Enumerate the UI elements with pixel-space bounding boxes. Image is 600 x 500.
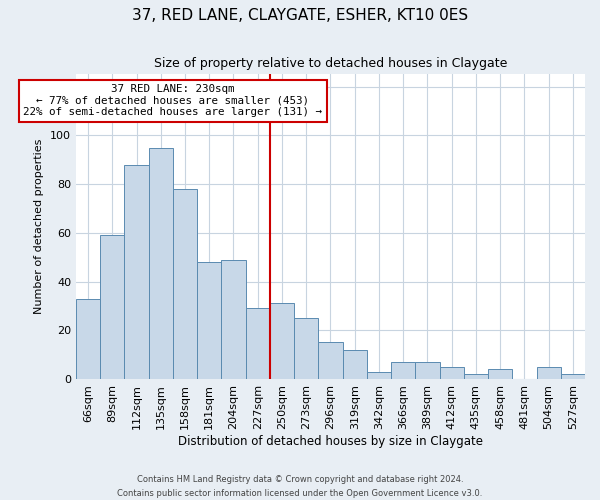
Bar	[391, 362, 415, 379]
Bar	[440, 367, 464, 379]
Bar	[319, 342, 343, 379]
Text: 37, RED LANE, CLAYGATE, ESHER, KT10 0ES: 37, RED LANE, CLAYGATE, ESHER, KT10 0ES	[132, 8, 468, 22]
Bar	[100, 235, 124, 379]
X-axis label: Distribution of detached houses by size in Claygate: Distribution of detached houses by size …	[178, 434, 483, 448]
Bar	[124, 164, 149, 379]
Y-axis label: Number of detached properties: Number of detached properties	[34, 139, 44, 314]
Bar	[270, 304, 294, 379]
Bar	[415, 362, 440, 379]
Bar	[149, 148, 173, 379]
Bar	[536, 367, 561, 379]
Bar	[343, 350, 367, 379]
Bar	[221, 260, 245, 379]
Text: Contains HM Land Registry data © Crown copyright and database right 2024.
Contai: Contains HM Land Registry data © Crown c…	[118, 476, 482, 498]
Bar	[561, 374, 585, 379]
Bar	[245, 308, 270, 379]
Bar	[197, 262, 221, 379]
Bar	[367, 372, 391, 379]
Bar	[76, 298, 100, 379]
Title: Size of property relative to detached houses in Claygate: Size of property relative to detached ho…	[154, 58, 507, 70]
Bar	[488, 369, 512, 379]
Bar	[173, 189, 197, 379]
Bar	[464, 374, 488, 379]
Text: 37 RED LANE: 230sqm
← 77% of detached houses are smaller (453)
22% of semi-detac: 37 RED LANE: 230sqm ← 77% of detached ho…	[23, 84, 322, 117]
Bar	[294, 318, 319, 379]
